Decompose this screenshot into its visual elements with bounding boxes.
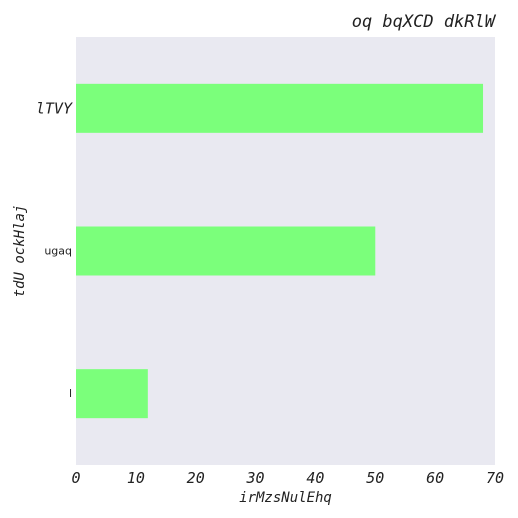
bar-ugaq [76, 227, 375, 276]
x-tick-labels: 0 10 20 30 40 50 60 70 [71, 469, 504, 487]
bar-l [76, 369, 148, 418]
y-category-label: l [69, 387, 72, 400]
y-category-label: lTVY [36, 99, 73, 117]
x-tick-label: 50 [366, 469, 384, 487]
x-tick-label: 30 [246, 469, 265, 487]
x-tick-label: 60 [426, 469, 444, 487]
x-tick-label: 70 [486, 469, 504, 487]
x-tick-label: 40 [306, 469, 324, 487]
y-category-label: ugaq [44, 245, 72, 258]
x-tick-label: 0 [71, 469, 80, 487]
x-tick-label: 20 [187, 469, 205, 487]
y-category-labels: lTVY ugaq l [36, 99, 73, 400]
chart-title: oq bqXCD dkRlW [352, 12, 497, 32]
bar-lTVY [76, 84, 483, 133]
x-axis-label: irMzsNulEhq [239, 490, 332, 506]
x-tick-label: 10 [127, 469, 145, 487]
y-axis-label: tdU ockHlaj [12, 205, 28, 298]
